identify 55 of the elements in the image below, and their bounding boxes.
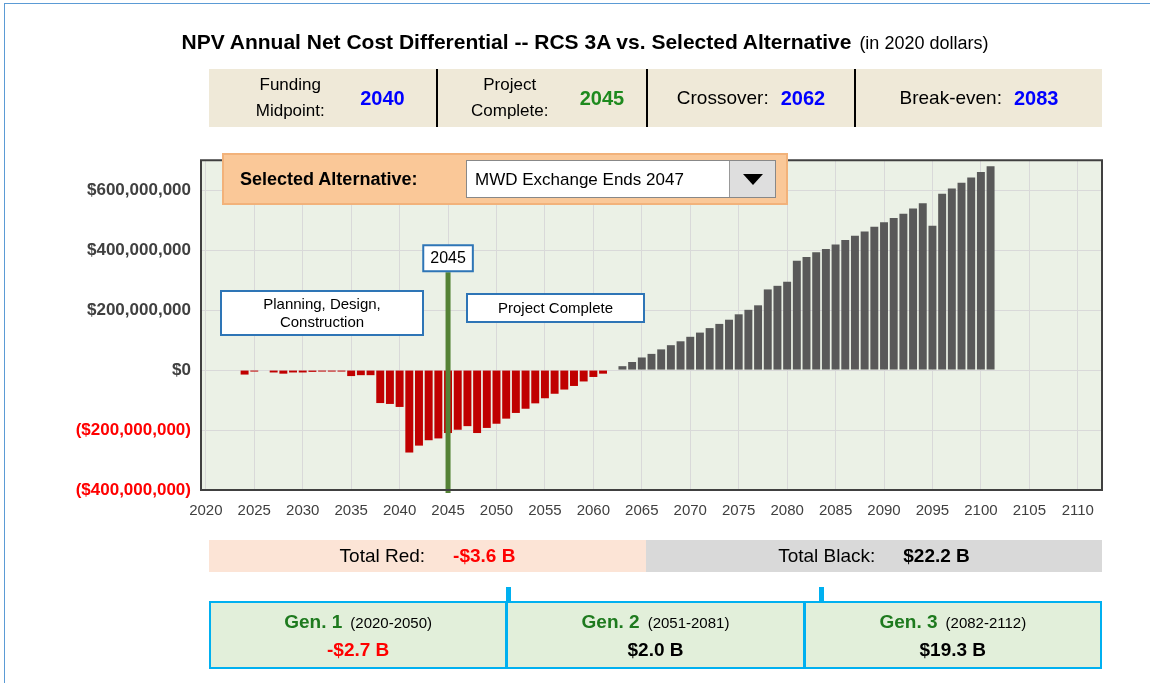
text: Gen. 3 <box>879 611 938 632</box>
x-tick-label: 2105 <box>1012 501 1047 519</box>
x-tick-label: 2095 <box>915 501 950 519</box>
x-tick-label: 2035 <box>334 501 368 519</box>
chart-subtitle: (in 2020 dollars) <box>859 33 989 53</box>
y-tick-label: ($200,000,000) <box>75 419 191 439</box>
text: $22.2 B <box>903 545 970 567</box>
text-box: Project Complete <box>466 293 645 323</box>
text: Funding Midpoint: <box>254 74 326 122</box>
chart-title: NPV Annual Net Cost Differential -- RCS 3A vs. Selected Alternative <box>181 30 852 53</box>
ref-line-label: 2045 <box>430 248 466 266</box>
text: $19.3 B <box>918 639 988 661</box>
annotation: Selected Alternative: <box>240 169 418 190</box>
text: 2045 <box>579 86 625 110</box>
x-tick-label: 2050 <box>479 501 514 519</box>
text: 2040 <box>360 86 405 110</box>
x-tick-label: 2045 <box>431 501 465 519</box>
text: (2020-2050) <box>350 614 433 631</box>
x-tick-label: 2100 <box>964 501 998 519</box>
text: (2051-2081) <box>647 614 730 631</box>
y-tick-label: $400,000,000 <box>87 239 191 259</box>
text: Total Black: <box>778 545 876 567</box>
text: (2082-2112) <box>945 614 1027 631</box>
text: 2062 <box>780 86 826 110</box>
text: Gen. 1 <box>284 611 343 632</box>
x-tick-label: 2025 <box>237 501 271 519</box>
x-tick-label: 2020 <box>189 501 223 519</box>
text-box: Planning, Design, Construction <box>220 290 424 336</box>
x-tick-label: 2055 <box>528 501 562 519</box>
y-tick-label: ($400,000,000) <box>75 479 191 499</box>
y-tick-label: $0 <box>172 359 191 379</box>
text: Break-even: <box>899 87 1002 109</box>
dropdown-box: MWD Exchange Ends 2047 <box>466 160 776 198</box>
text: 2083 <box>1013 86 1059 110</box>
x-tick-label: 2075 <box>722 501 756 519</box>
text: -$3.6 B <box>453 545 516 567</box>
x-tick-label: 2030 <box>286 501 320 519</box>
text: Crossover: <box>676 87 769 109</box>
x-tick-label: 2080 <box>770 501 804 519</box>
x-tick-label: 2070 <box>673 501 707 519</box>
y-tick-label: $200,000,000 <box>87 299 191 319</box>
x-tick-label: 2110 <box>1061 501 1094 519</box>
x-tick-label: 2040 <box>382 501 417 519</box>
x-tick-label: 2085 <box>818 501 853 519</box>
text: $2.0 B <box>626 639 685 661</box>
y-tick-label: $600,000,000 <box>87 179 191 199</box>
text: -$2.7 B <box>326 639 391 661</box>
dropdown-field: Selected Alternative: MWD Exchange Ends 2047 <box>222 153 788 205</box>
x-tick-label: 2065 <box>625 501 659 519</box>
x-tick-label: 2060 <box>576 501 611 519</box>
text: Project Complete: <box>470 74 550 122</box>
annotation: MWD Exchange Ends 2047 <box>475 170 684 190</box>
text: Gen. 2 <box>581 611 640 632</box>
text: Total Red: <box>339 545 426 567</box>
x-tick-label: 2090 <box>867 501 901 519</box>
